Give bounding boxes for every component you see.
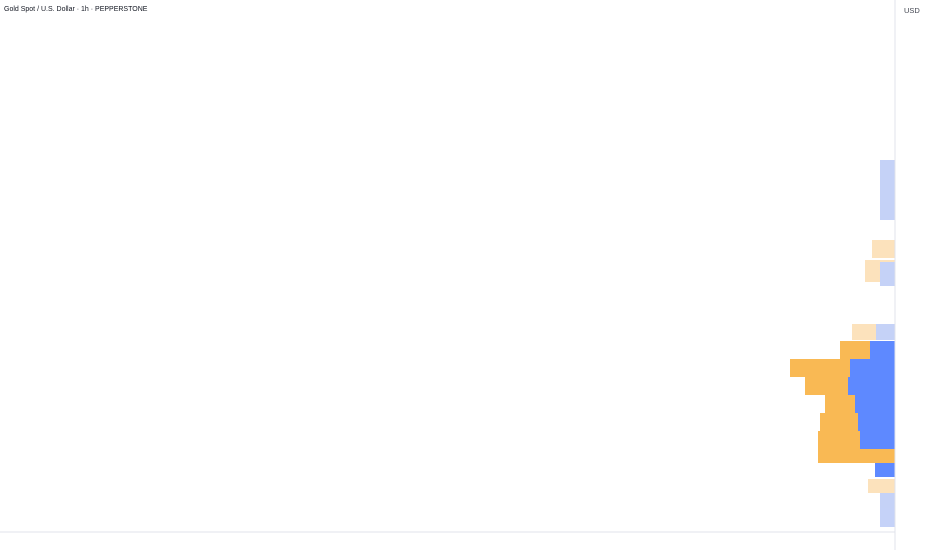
volume-bar <box>818 449 895 463</box>
currency: USD <box>904 6 920 15</box>
volume-bar <box>880 160 895 220</box>
volume-bar <box>880 262 895 286</box>
chart-title: Gold Spot / U.S. Dollar · 1h · PEPPERSTO… <box>4 6 148 13</box>
volume-bar <box>850 359 895 377</box>
volume-bar <box>872 240 895 258</box>
volume-bar <box>880 493 895 527</box>
volume-bar <box>870 341 895 359</box>
volume-bar <box>855 395 895 413</box>
price-axis <box>895 0 932 550</box>
volume-bar <box>876 324 895 340</box>
volume-bar <box>875 463 895 477</box>
volume-profile <box>790 160 895 527</box>
volume-bar <box>848 377 895 395</box>
volume-bar <box>868 479 895 493</box>
volume-bar <box>860 431 895 449</box>
volume-bar <box>858 413 895 431</box>
